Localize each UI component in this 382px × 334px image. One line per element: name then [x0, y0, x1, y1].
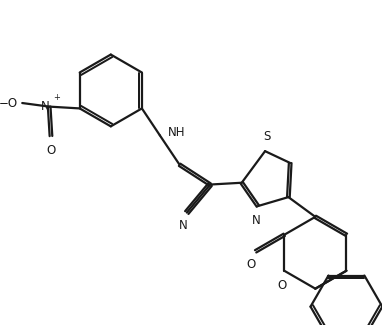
Text: O: O — [278, 279, 287, 292]
Text: −O: −O — [0, 97, 18, 110]
Text: NH: NH — [167, 126, 185, 139]
Text: N: N — [40, 100, 49, 113]
Text: N: N — [179, 219, 188, 232]
Text: O: O — [46, 144, 56, 157]
Text: O: O — [246, 258, 256, 271]
Text: S: S — [263, 130, 270, 143]
Text: +: + — [53, 93, 60, 102]
Text: N: N — [252, 214, 261, 227]
